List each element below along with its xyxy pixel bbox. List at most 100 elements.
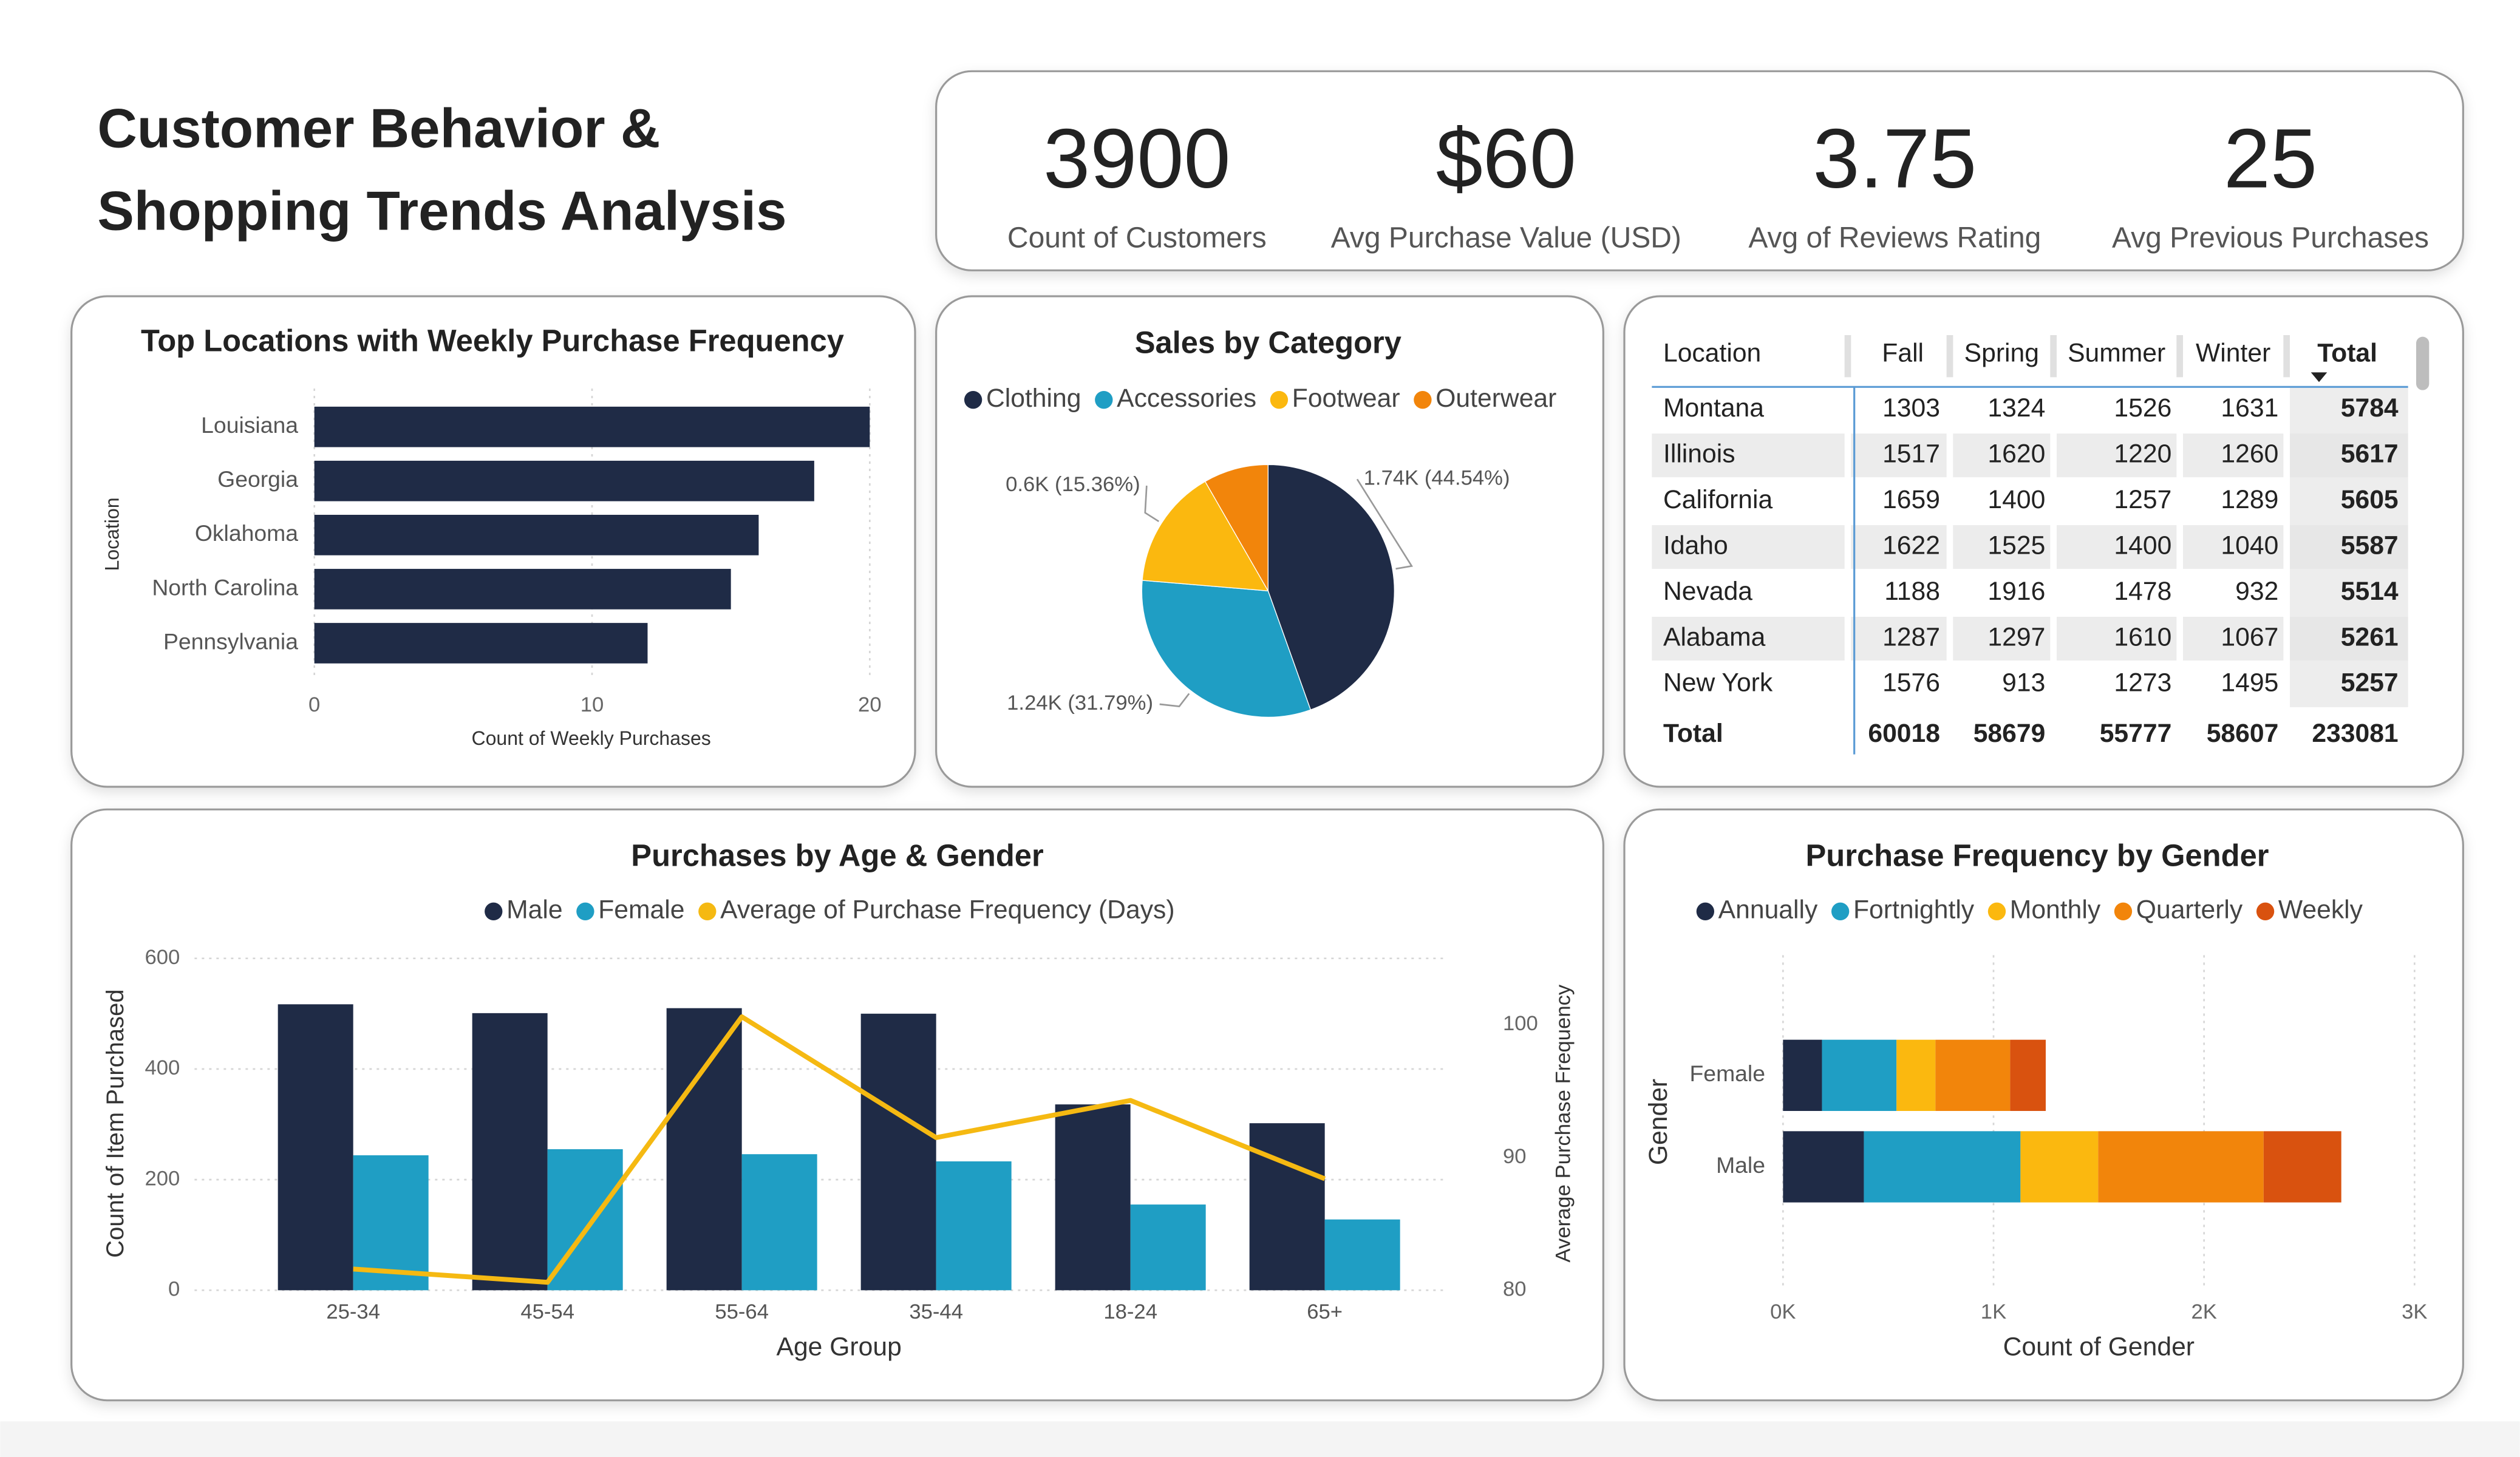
y2-tick-label: 80 <box>1503 1277 1527 1300</box>
bar <box>860 1013 936 1291</box>
x-tick-label: 1K <box>1981 1300 2006 1323</box>
legend-swatch <box>1831 902 1850 920</box>
table-cell: 1631 <box>2221 393 2278 423</box>
table-cell: 1478 <box>2114 577 2171 606</box>
x-tick-label: 3K <box>2402 1300 2427 1323</box>
y-axis-label: Count of Item Purchased <box>102 989 129 1257</box>
x-tick-label: 2K <box>2191 1300 2216 1323</box>
chart-title: Sales by Category <box>1135 325 1401 359</box>
legend-label: Female <box>598 895 684 925</box>
kpi-value: $60 <box>1436 112 1576 206</box>
x-axis-label: Count of Weekly Purchases <box>472 727 711 749</box>
bar <box>314 623 648 664</box>
y-tick-label: North Carolina <box>152 574 298 600</box>
y-tick-label: Oklahoma <box>195 520 298 546</box>
legend-swatch <box>964 391 982 409</box>
table-cell: 1260 <box>2221 439 2278 468</box>
table-cell: 1273 <box>2114 668 2171 698</box>
bar-segment <box>1822 1039 1897 1111</box>
bar <box>314 515 759 555</box>
y-tick-label: 600 <box>145 946 180 969</box>
table-cell: 1257 <box>2114 485 2171 514</box>
legend-swatch <box>2256 902 2275 920</box>
y-tick-label: Female <box>1690 1061 1765 1086</box>
bar <box>278 1004 353 1291</box>
table-cell: Alabama <box>1663 622 1766 651</box>
legend-swatch <box>1095 391 1113 409</box>
table-cell: 1220 <box>2114 439 2171 468</box>
table-cell: 5784 <box>2341 393 2399 423</box>
bar <box>666 1008 742 1291</box>
data-label: 0.6K (15.36%) <box>1006 473 1140 496</box>
table-header: Total <box>2317 338 2377 367</box>
y-axis-label: Location <box>101 498 123 571</box>
table-cell: 1622 <box>1882 531 1940 560</box>
table-cell: 913 <box>2002 668 2045 698</box>
bar <box>314 460 814 501</box>
bar <box>741 1154 817 1291</box>
bar-segment <box>1935 1039 2011 1111</box>
bar <box>1249 1123 1325 1291</box>
legend-label: Annually <box>1718 895 1818 925</box>
leader-line <box>1356 478 1413 570</box>
x-tick-label: 55-64 <box>715 1300 769 1323</box>
card <box>70 808 1604 1402</box>
content: 3900 Count of Customers $60 Avg Purchase Va… <box>101 112 2430 1362</box>
table-cell: 5617 <box>2341 439 2399 468</box>
table-cell: 1400 <box>1987 485 2045 514</box>
legend-swatch <box>1270 391 1289 409</box>
title-box: Customer Behavior & Shopping Trends Anal… <box>97 99 786 243</box>
bar <box>472 1013 548 1291</box>
table-cell: 5587 <box>2341 531 2399 560</box>
bar <box>314 569 731 610</box>
y-tick-label: 200 <box>145 1167 180 1190</box>
total-column-shade <box>2286 387 2408 707</box>
legend-label: Fortnightly <box>1853 895 1975 925</box>
bar <box>1055 1104 1131 1291</box>
legend-label: Accessories <box>1117 384 1256 413</box>
x-tick-label: 25-34 <box>326 1300 380 1323</box>
table-cell: 1303 <box>1882 393 1940 423</box>
row-shade <box>1652 433 2408 478</box>
table-header: Winter <box>2196 338 2270 367</box>
table-cell: 1620 <box>1987 439 2045 468</box>
table-header: Spring <box>1964 338 2039 367</box>
bar-segment <box>2098 1131 2264 1203</box>
table-cell: 1610 <box>2114 622 2171 651</box>
y-tick-label: Louisiana <box>201 412 298 438</box>
table-cell: 1659 <box>1882 485 1940 514</box>
legend-swatch <box>1987 902 2006 920</box>
pie-slice <box>1204 464 1269 593</box>
bar-segment <box>2263 1131 2341 1203</box>
y2-tick-label: 90 <box>1503 1145 1527 1168</box>
table-cell: 1400 <box>2114 531 2171 560</box>
table-cell: 1576 <box>1882 668 1940 698</box>
scrollbar <box>2416 336 2430 390</box>
bar-segment <box>2010 1039 2046 1111</box>
legend-swatch <box>698 902 717 920</box>
kpi-label: Count of Customers <box>1007 222 1267 254</box>
chart-title: Purchase Frequency by Gender <box>1806 838 2269 873</box>
y2-axis-label: Average Purchase Frequency <box>1551 984 1575 1263</box>
legend-swatch <box>576 902 594 920</box>
table-cell: New York <box>1663 668 1773 698</box>
table-cell: 55777 <box>2100 719 2172 748</box>
table-cell: 1287 <box>1882 622 1940 651</box>
kpi-label: Avg Purchase Value (USD) <box>1331 222 1681 254</box>
x-tick-label: 0 <box>308 693 320 716</box>
line-series <box>353 1014 1326 1285</box>
x-tick-label: 35-44 <box>909 1300 963 1323</box>
chart-title: Top Locations with Weekly Purchase Frequ… <box>141 324 844 358</box>
row-shade <box>1652 525 2408 569</box>
table-cell: Idaho <box>1663 531 1728 560</box>
table-cell: 1916 <box>1987 577 2045 606</box>
pie-slice <box>1141 580 1312 718</box>
table-cell: Total <box>1663 719 1723 748</box>
table-cell: 5605 <box>2341 485 2399 514</box>
table-cell: 1067 <box>2221 622 2278 651</box>
legend-label: Quarterly <box>2136 895 2243 925</box>
x-tick-label: 0K <box>1770 1300 1796 1323</box>
legend-label: Average of Purchase Frequency (Days) <box>720 895 1174 925</box>
